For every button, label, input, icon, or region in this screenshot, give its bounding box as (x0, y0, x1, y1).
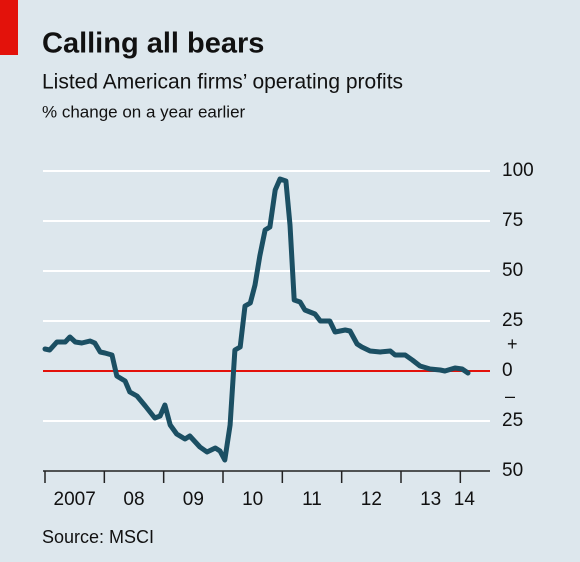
y-axis-label: % change on a year earlier (42, 102, 246, 121)
source: Source: MSCI (42, 527, 154, 547)
x-tick-label: 08 (123, 489, 144, 510)
red-tag (0, 0, 18, 55)
x-tick-label: 09 (183, 489, 204, 510)
subtitle: Listed American firms’ operating profits (42, 71, 403, 94)
x-tick-label: 10 (242, 489, 263, 510)
x-tick-label: 11 (302, 489, 322, 510)
chart-title: Calling all bears (42, 28, 264, 60)
x-tick-label: 14 (454, 489, 476, 510)
y-tick-label: 25 (502, 410, 523, 431)
y-tick-label: 75 (502, 210, 523, 231)
y-tick-label: 100 (502, 160, 534, 181)
y-tick-label: 50 (502, 260, 523, 281)
annotation: + (507, 334, 518, 354)
y-tick-label: 50 (502, 460, 523, 481)
x-tick-label: 12 (361, 489, 382, 510)
y-tick-label: 0 (502, 360, 513, 381)
y-tick-label: 25 (502, 310, 523, 331)
x-tick-label: 2007 (54, 489, 96, 510)
annotation: – (505, 386, 515, 406)
data-line (42, 176, 471, 463)
x-tick-label: 13 (420, 489, 441, 510)
